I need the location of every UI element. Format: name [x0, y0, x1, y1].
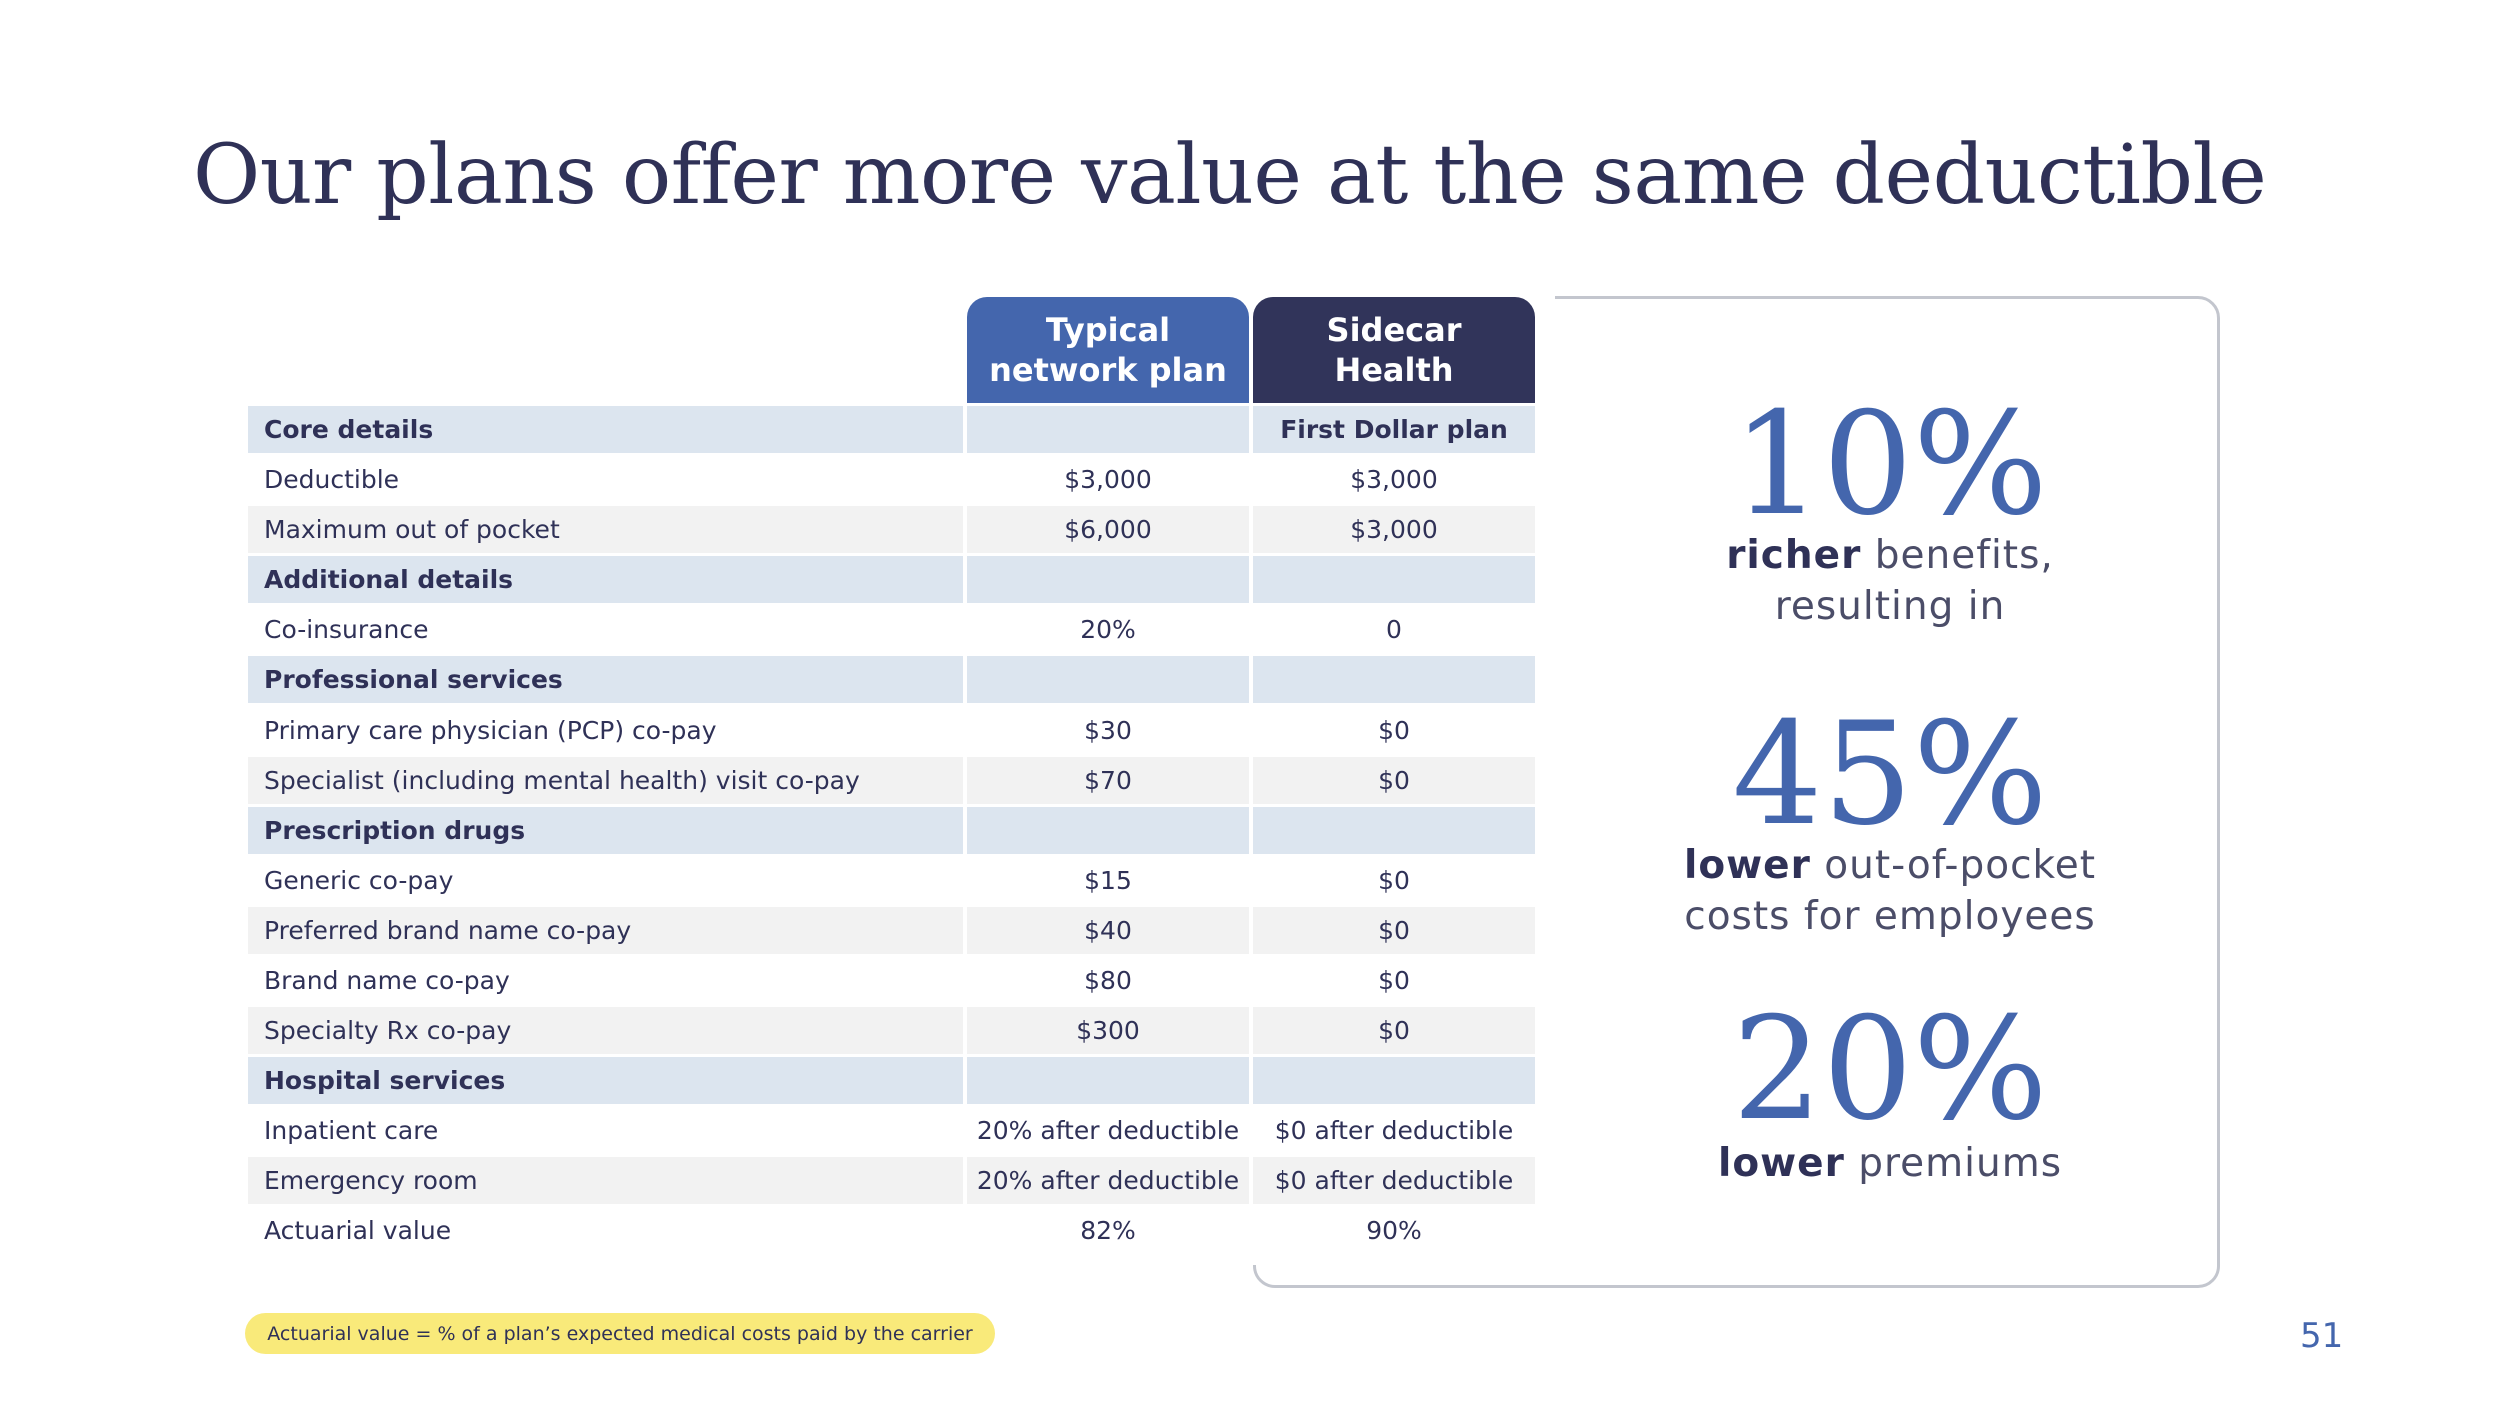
table-section-row: Prescription drugs	[248, 807, 1535, 854]
row-label: Co-insurance	[264, 615, 429, 644]
column-header-sidecar-label: Sidecar Health	[1326, 311, 1462, 389]
sidecar-value: $3,000	[1253, 506, 1535, 553]
typical-value: $6,000	[967, 506, 1249, 553]
sidecar-value: $0	[1378, 716, 1410, 745]
stat-bold: richer	[1726, 533, 1862, 578]
sidecar-value	[1253, 807, 1535, 854]
stat-value: 20%	[1732, 987, 2048, 1152]
column-header-typical-label: Typical network plan	[989, 311, 1227, 389]
stat-value: 45%	[1732, 692, 2048, 857]
typical-value: $80	[1084, 966, 1132, 995]
column-header-typical: Typical network plan	[967, 297, 1249, 403]
row-label: Maximum out of pocket	[248, 506, 963, 553]
typical-value	[967, 406, 1249, 453]
row-label: Primary care physician (PCP) co-pay	[264, 716, 717, 745]
table-row: Actuarial value 82% 90%	[248, 1207, 1535, 1254]
stat-line2: costs for employees	[1684, 894, 2096, 939]
sidecar-value: $0 after deductible	[1274, 1116, 1514, 1145]
row-label: Emergency room	[248, 1157, 963, 1204]
sidecar-value	[1253, 656, 1535, 703]
footnote-text: Actuarial value = % of a plan’s expected…	[267, 1322, 973, 1345]
stat-rest: benefits,	[1861, 533, 2054, 578]
footnote-badge: Actuarial value = % of a plan’s expected…	[245, 1313, 995, 1354]
row-label: Specialist (including mental health) vis…	[248, 757, 963, 804]
row-label: Brand name co-pay	[264, 966, 510, 995]
typical-value: $70	[967, 757, 1249, 804]
sidecar-value: $3,000	[1350, 465, 1438, 494]
typical-value: 82%	[1080, 1216, 1136, 1245]
row-label: Inpatient care	[264, 1116, 439, 1145]
stat-rest: premiums	[1844, 1141, 2063, 1186]
sidecar-value: $0 after deductible	[1253, 1157, 1535, 1204]
stat-description: lower out-of-pocket costs for employees	[1570, 840, 2210, 942]
page-number: 51	[2300, 1316, 2344, 1356]
row-label: Additional details	[248, 556, 963, 603]
table-row: Maximum out of pocket $6,000 $3,000	[248, 506, 1535, 553]
page-title: Our plans offer more value at the same d…	[193, 128, 2267, 223]
stat-bold: lower	[1683, 843, 1811, 888]
table-row: Generic co-pay $15 $0	[248, 857, 1535, 904]
table-row: Emergency room 20% after deductible $0 a…	[248, 1157, 1535, 1204]
row-label: Core details	[248, 406, 963, 453]
row-label: Prescription drugs	[248, 807, 963, 854]
stat-description: richer benefits, resulting in	[1570, 530, 2210, 632]
sidecar-value: 0	[1386, 615, 1402, 644]
stat-bold: lower	[1717, 1141, 1845, 1186]
sidecar-value: $0	[1378, 966, 1410, 995]
table-row: Inpatient care 20% after deductible $0 a…	[248, 1107, 1535, 1154]
table-row: Co-insurance 20% 0	[248, 606, 1535, 653]
table-row: Deductible $3,000 $3,000	[248, 456, 1535, 503]
sidecar-value: $0	[1253, 907, 1535, 954]
table-section-row: Hospital services	[248, 1057, 1535, 1104]
typical-value	[967, 556, 1249, 603]
sidecar-value: $0	[1378, 866, 1410, 895]
typical-value: $15	[1084, 866, 1132, 895]
row-label: Actuarial value	[264, 1216, 452, 1245]
row-label: Professional services	[248, 656, 963, 703]
sidecar-value	[1253, 556, 1535, 603]
table-row: Specialty Rx co-pay $300 $0	[248, 1007, 1535, 1054]
sidecar-value: First Dollar plan	[1253, 406, 1535, 453]
table-row: Primary care physician (PCP) co-pay $30 …	[248, 707, 1535, 754]
table-row: Brand name co-pay $80 $0	[248, 957, 1535, 1004]
row-label: Generic co-pay	[264, 866, 454, 895]
table-row: Preferred brand name co-pay $40 $0	[248, 907, 1535, 954]
table-section-row: Core details First Dollar plan	[248, 406, 1535, 453]
typical-value: $30	[1084, 716, 1132, 745]
typical-value: 20% after deductible	[976, 1116, 1240, 1145]
sidecar-value	[1253, 1057, 1535, 1104]
sidecar-value: 90%	[1366, 1216, 1422, 1245]
stat-rest: out-of-pocket	[1810, 843, 2096, 888]
typical-value	[967, 656, 1249, 703]
typical-value: $300	[967, 1007, 1249, 1054]
row-label: Deductible	[264, 465, 400, 494]
typical-value: $40	[967, 907, 1249, 954]
column-header-sidecar: Sidecar Health	[1253, 297, 1535, 403]
typical-value: $3,000	[1064, 465, 1152, 494]
sidecar-value: $0	[1253, 1007, 1535, 1054]
typical-value: 20% after deductible	[967, 1157, 1249, 1204]
stat-line2: resulting in	[1774, 584, 2006, 629]
table-section-row: Professional services	[248, 656, 1535, 703]
typical-value	[967, 1057, 1249, 1104]
table-row: Specialist (including mental health) vis…	[248, 757, 1535, 804]
table-section-row: Additional details	[248, 556, 1535, 603]
stat-value: 10%	[1732, 382, 2048, 547]
row-label: Hospital services	[248, 1057, 963, 1104]
stat-description: lower premiums	[1570, 1138, 2210, 1189]
row-label: Preferred brand name co-pay	[248, 907, 963, 954]
sidecar-value: $0	[1253, 757, 1535, 804]
row-label: Specialty Rx co-pay	[248, 1007, 963, 1054]
typical-value: 20%	[1080, 615, 1136, 644]
typical-value	[967, 807, 1249, 854]
